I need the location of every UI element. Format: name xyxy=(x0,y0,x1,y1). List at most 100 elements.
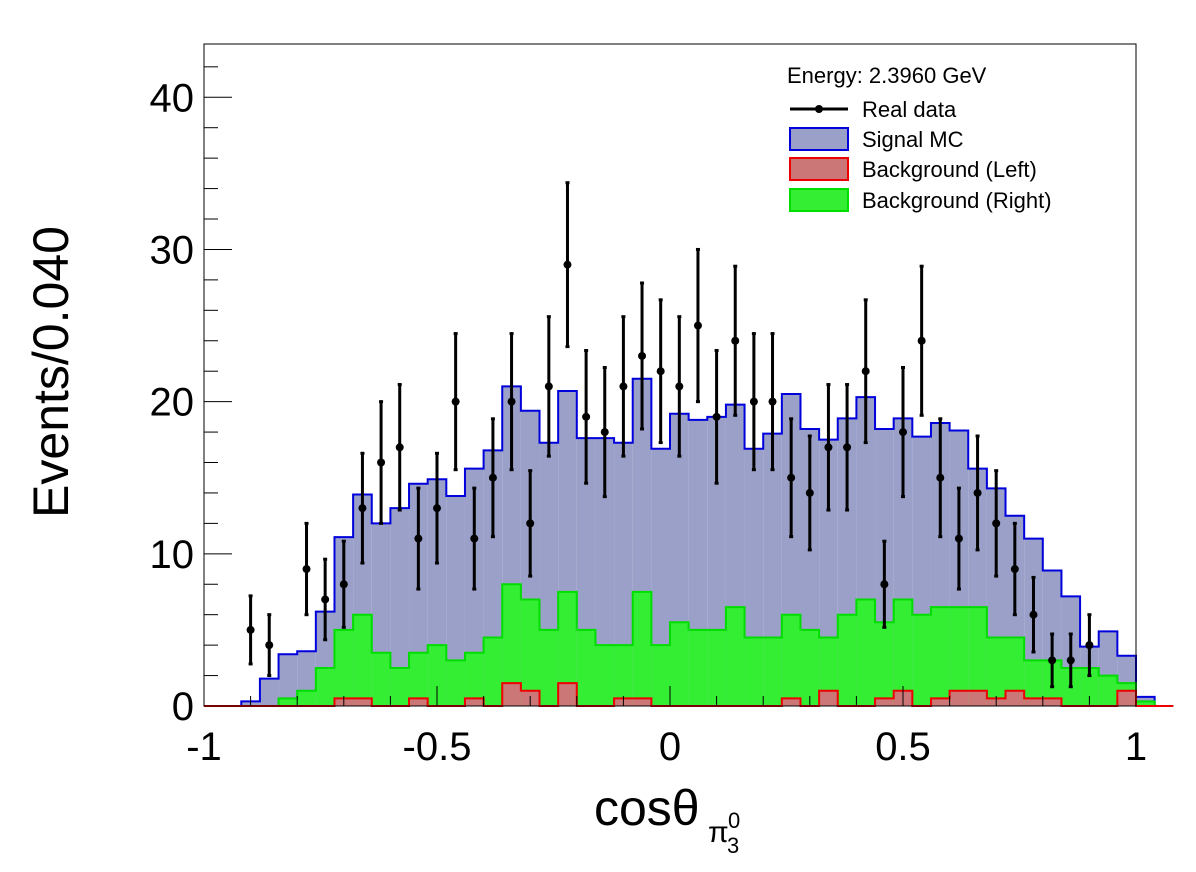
x-tick-label: 1 xyxy=(1125,725,1147,769)
data-marker xyxy=(358,504,367,513)
background-right-bar xyxy=(968,607,987,706)
background-right-bar xyxy=(334,629,354,706)
real-data-point xyxy=(507,332,516,472)
y-tick-label: 0 xyxy=(172,685,194,729)
data-marker xyxy=(600,428,609,437)
data-points-layer xyxy=(246,181,1094,689)
background-right-bar xyxy=(670,622,689,706)
legend-marker-real-data xyxy=(815,105,823,113)
real-data-point xyxy=(246,594,255,666)
signal-mc-bar xyxy=(614,442,633,706)
legend-swatch-background-left xyxy=(789,157,849,181)
legend-swatch-background-right xyxy=(789,188,849,212)
data-marker xyxy=(526,519,535,528)
data-marker xyxy=(843,443,852,452)
data-marker xyxy=(321,595,330,604)
legend: Energy: 2.3960 GeV Real data Signal MC B… xyxy=(787,63,1052,213)
background-left-bar xyxy=(464,698,484,706)
signal-mc-bar xyxy=(651,448,670,706)
real-data-point xyxy=(954,486,963,591)
data-marker xyxy=(470,534,479,543)
data-marker xyxy=(507,397,516,406)
background-right-bar xyxy=(1098,675,1118,706)
real-data-point xyxy=(899,366,907,499)
background-right-bar xyxy=(315,667,335,706)
x-axis-label: cosθ π 0 3 xyxy=(594,780,740,858)
background-right-bar xyxy=(725,607,745,706)
data-marker xyxy=(619,382,628,391)
real-data-point xyxy=(302,521,311,617)
background-left-bar xyxy=(781,698,801,706)
background-right-bar xyxy=(446,660,465,706)
real-data-point xyxy=(768,332,777,472)
data-marker xyxy=(731,336,740,345)
background-right-bar xyxy=(1136,701,1155,706)
y-axis-label: Events/0.040 xyxy=(23,226,79,518)
background-right-bar xyxy=(632,591,652,706)
series-background-right xyxy=(204,583,1174,707)
x-axis-label-subscript: π xyxy=(708,816,729,849)
real-data-point xyxy=(731,264,740,417)
real-data-point xyxy=(470,486,479,591)
real-data-point xyxy=(582,349,591,485)
background-left-bar xyxy=(558,683,577,706)
real-data-point xyxy=(805,434,814,552)
data-marker xyxy=(433,504,441,513)
background-right-bar xyxy=(1024,660,1043,706)
background-left-bar xyxy=(949,690,969,706)
background-right-bar xyxy=(651,645,670,706)
background-right-bar xyxy=(520,599,540,706)
background-left-bar xyxy=(875,698,894,706)
background-right-bar xyxy=(819,637,838,706)
x-tick-label: -0.5 xyxy=(403,725,472,769)
signal-mc-bar xyxy=(390,508,410,706)
y-tick-label: 30 xyxy=(150,228,195,272)
background-left-bar xyxy=(1042,698,1062,706)
data-marker xyxy=(1085,641,1094,650)
data-marker xyxy=(899,428,907,437)
legend-swatch-signal-mc xyxy=(789,127,849,151)
background-right-bar xyxy=(390,667,410,706)
background-right-bar xyxy=(539,629,559,706)
real-data-point xyxy=(377,400,386,525)
y-tick-label: 40 xyxy=(150,76,195,120)
background-right-bar xyxy=(297,690,316,706)
data-marker xyxy=(544,382,553,391)
background-right-bar xyxy=(502,584,521,706)
data-marker xyxy=(880,580,889,589)
y-tick-label: 10 xyxy=(150,533,195,577)
real-data-point xyxy=(321,557,330,642)
background-right-bar xyxy=(707,629,726,706)
x-tick-label: 0.5 xyxy=(875,725,931,769)
histogram-layer xyxy=(204,377,1174,707)
real-data-point xyxy=(414,486,423,591)
x-axis-label-sub-superscript: 0 xyxy=(728,808,740,833)
background-right-bar xyxy=(893,599,913,706)
background-right-bar xyxy=(371,652,391,706)
signal-mc-bar xyxy=(259,678,279,706)
data-marker xyxy=(638,351,647,360)
real-data-point xyxy=(488,417,497,539)
background-right-bar xyxy=(688,629,708,706)
real-data-point xyxy=(973,434,982,552)
real-data-point xyxy=(712,349,721,485)
signal-mc-bar xyxy=(278,654,298,706)
background-right-bar xyxy=(912,614,931,706)
real-data-point xyxy=(861,298,870,445)
background-left-bar xyxy=(409,698,428,706)
background-right-bar xyxy=(837,614,857,706)
background-right-bar xyxy=(781,614,801,706)
real-data-point xyxy=(600,366,609,499)
background-right-bar xyxy=(614,645,633,706)
real-data-point xyxy=(917,264,926,417)
background-right-bar xyxy=(353,614,372,706)
legend-label-real-data: Real data xyxy=(862,97,957,122)
data-marker xyxy=(414,534,423,543)
background-right-bar xyxy=(1005,637,1025,706)
x-axis-label-sub-subscript: 3 xyxy=(727,833,739,858)
real-data-point xyxy=(526,469,535,578)
real-data-point xyxy=(936,417,945,539)
real-data-point xyxy=(1029,575,1038,654)
background-left-bar xyxy=(968,690,987,706)
data-marker xyxy=(1029,610,1038,619)
